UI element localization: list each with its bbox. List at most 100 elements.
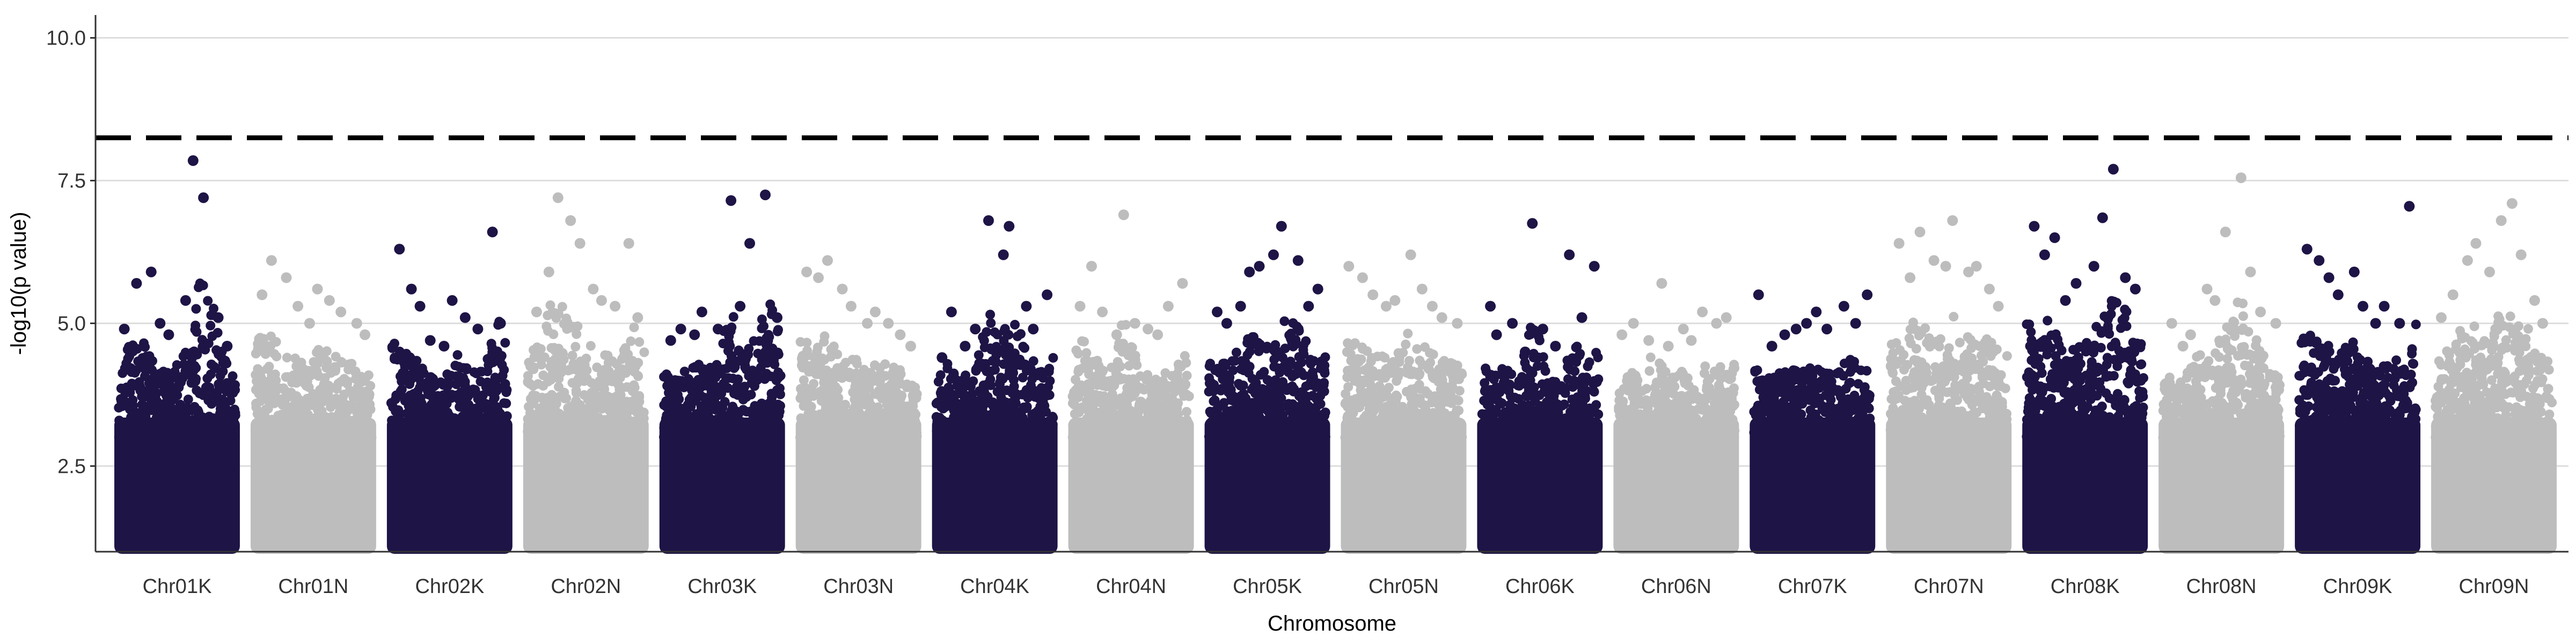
snp-point bbox=[1033, 389, 1043, 399]
chromosome-Chr02N bbox=[523, 192, 649, 554]
snp-point bbox=[1157, 430, 1167, 440]
snp-point bbox=[178, 430, 188, 441]
snp-point bbox=[547, 431, 557, 442]
peak-point bbox=[1312, 283, 1323, 295]
snp-point bbox=[214, 427, 224, 437]
snp-point bbox=[306, 369, 316, 379]
snp-point bbox=[848, 412, 858, 422]
snp-point bbox=[462, 364, 472, 375]
peak-point bbox=[822, 255, 833, 266]
snp-point bbox=[684, 394, 694, 405]
snp-point bbox=[986, 366, 996, 376]
snp-point bbox=[1215, 433, 1225, 443]
snp-point bbox=[290, 423, 300, 434]
snp-point bbox=[491, 352, 501, 362]
snp-point bbox=[341, 411, 350, 421]
snp-point bbox=[1212, 363, 1223, 374]
peak-point bbox=[131, 278, 142, 289]
peak-point bbox=[862, 318, 873, 329]
snp-point bbox=[553, 309, 564, 319]
snp-point bbox=[290, 407, 300, 417]
snp-point bbox=[800, 432, 810, 442]
snp-point bbox=[452, 350, 463, 360]
snp-point bbox=[634, 337, 645, 347]
snp-point bbox=[1159, 387, 1169, 397]
peak-point bbox=[1276, 221, 1287, 232]
snp-point bbox=[397, 376, 407, 386]
snp-point bbox=[949, 406, 959, 416]
snp-point bbox=[858, 373, 868, 383]
snp-point bbox=[407, 427, 416, 437]
snp-point bbox=[890, 427, 900, 437]
peak-point bbox=[163, 329, 174, 340]
peak-point bbox=[960, 341, 971, 352]
snp-point bbox=[1231, 347, 1241, 357]
snp-point bbox=[718, 364, 728, 374]
snp-point bbox=[978, 359, 989, 369]
snp-point bbox=[271, 375, 281, 385]
peak-point bbox=[970, 324, 981, 335]
snp-point bbox=[145, 357, 156, 368]
snp-point bbox=[830, 382, 840, 392]
snp-point bbox=[416, 367, 426, 377]
peak-point bbox=[946, 306, 957, 318]
snp-point bbox=[191, 320, 201, 331]
snp-point bbox=[999, 426, 1009, 435]
snp-point bbox=[206, 369, 216, 379]
snp-point bbox=[1018, 372, 1028, 383]
snp-point bbox=[1092, 415, 1102, 425]
snp-point bbox=[861, 425, 871, 435]
snp-point bbox=[460, 377, 470, 387]
snp-point bbox=[1279, 382, 1290, 392]
snp-point bbox=[272, 352, 282, 362]
snp-point bbox=[606, 431, 617, 441]
peak-point bbox=[155, 318, 166, 329]
chromosome-Chr01K bbox=[114, 155, 240, 554]
snp-point bbox=[563, 365, 573, 376]
snp-point bbox=[1243, 431, 1253, 442]
snp-point bbox=[442, 399, 452, 409]
peak-point bbox=[198, 192, 209, 203]
snp-point bbox=[394, 346, 405, 356]
snp-point bbox=[616, 429, 626, 439]
peak-point bbox=[1303, 301, 1314, 312]
snp-point bbox=[203, 296, 213, 306]
snp-point bbox=[529, 345, 538, 355]
snp-point bbox=[398, 368, 408, 378]
peak-point bbox=[1254, 261, 1265, 272]
snp-point bbox=[1302, 418, 1312, 428]
snp-point bbox=[736, 429, 747, 439]
snp-point bbox=[1113, 342, 1123, 353]
snp-point bbox=[813, 342, 823, 353]
snp-point bbox=[357, 387, 368, 397]
snp-point bbox=[218, 366, 228, 376]
snp-point bbox=[580, 355, 590, 365]
peak-point bbox=[665, 335, 676, 346]
snp-point bbox=[203, 338, 214, 348]
snp-point bbox=[118, 368, 128, 378]
snp-point bbox=[579, 371, 589, 381]
peak-point bbox=[801, 266, 813, 277]
peak-point bbox=[472, 324, 484, 335]
peak-point bbox=[266, 255, 277, 266]
snp-point bbox=[972, 396, 983, 406]
snp-point bbox=[301, 381, 311, 391]
snp-point bbox=[847, 355, 858, 365]
snp-point bbox=[882, 383, 892, 392]
snp-point bbox=[548, 422, 559, 432]
snp-point bbox=[1267, 387, 1277, 397]
peak-point bbox=[552, 192, 564, 203]
snp-point bbox=[1273, 363, 1283, 373]
snp-point bbox=[1270, 340, 1280, 350]
snp-point bbox=[1236, 391, 1246, 401]
snp-point bbox=[151, 433, 161, 443]
snp-point bbox=[327, 412, 336, 422]
snp-point bbox=[675, 379, 685, 389]
snp-point bbox=[726, 351, 736, 361]
snp-point bbox=[471, 368, 481, 378]
snp-point bbox=[1104, 402, 1114, 412]
snp-point bbox=[971, 421, 981, 431]
snp-point bbox=[745, 420, 756, 430]
snp-point bbox=[1097, 367, 1108, 377]
snp-point bbox=[419, 430, 429, 441]
